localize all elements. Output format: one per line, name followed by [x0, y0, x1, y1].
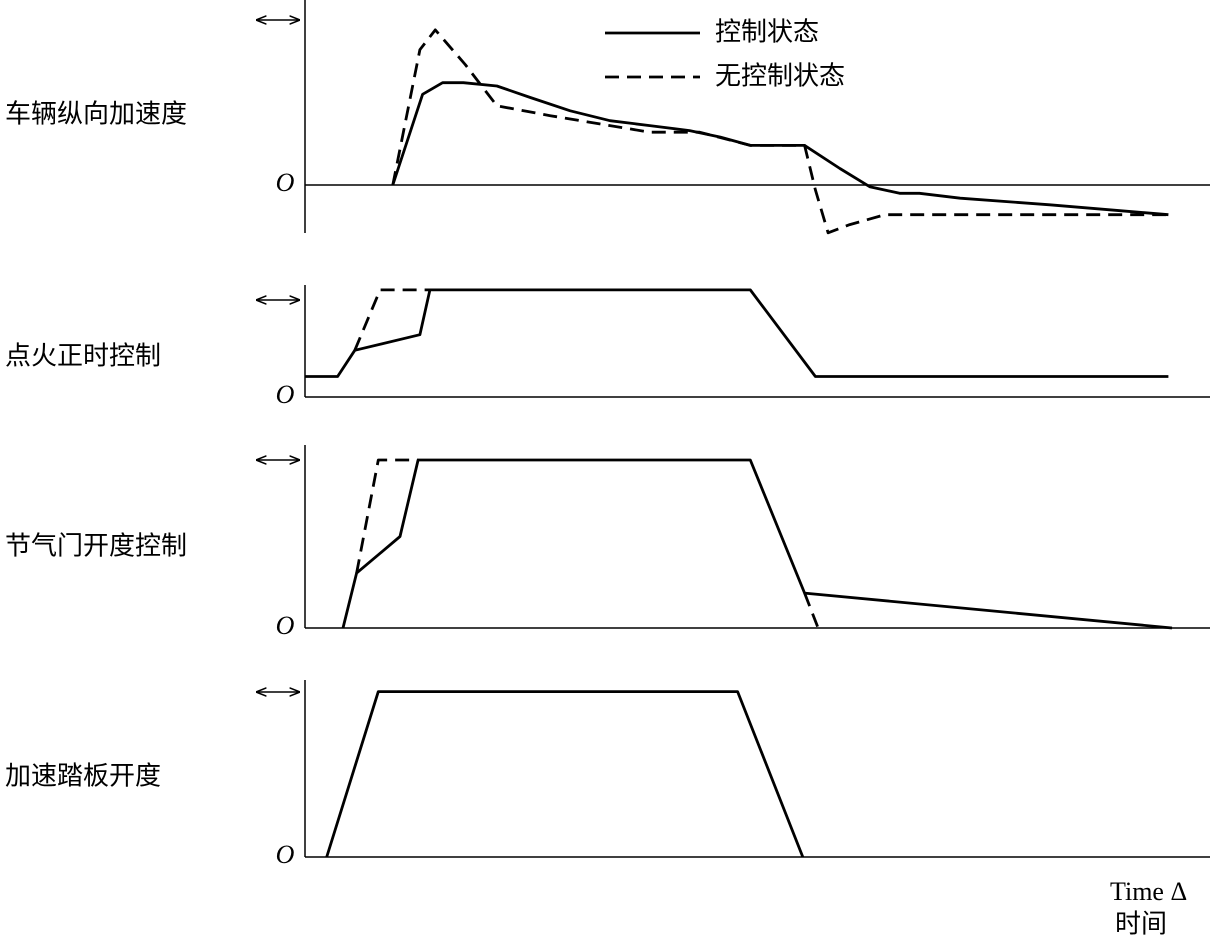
y-tick-label: O — [276, 611, 295, 640]
legend-label: 无控制状态 — [715, 62, 845, 92]
y-axis-label: 车辆纵向加速度 — [5, 100, 187, 130]
legend-label: 控制状态 — [715, 18, 819, 48]
y-axis-label: 加速踏板开度 — [5, 762, 161, 792]
y-tick-label: O — [276, 840, 295, 869]
x-axis-label: Time Δ — [1110, 877, 1187, 906]
data-line — [355, 458, 820, 629]
data-line — [391, 81, 1169, 217]
data-line — [325, 690, 805, 858]
y-tick-label: O — [276, 380, 295, 409]
data-line — [341, 458, 1173, 630]
y-tick-label: O — [276, 168, 295, 197]
data-line — [391, 28, 1169, 235]
y-axis-label: 节气门开度控制 — [5, 532, 187, 562]
data-line — [305, 288, 1169, 378]
y-axis-label: 点火正时控制 — [5, 342, 161, 372]
x-axis-label: 时间 — [1115, 910, 1167, 938]
data-line — [353, 288, 430, 351]
